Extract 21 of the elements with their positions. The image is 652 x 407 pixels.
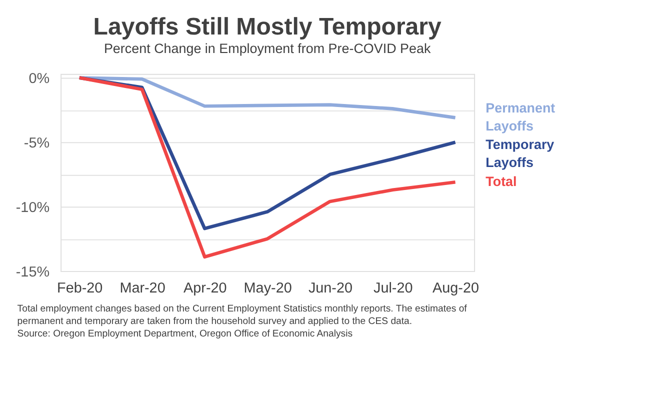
chart-subtitle: Percent Change in Employment from Pre-COVID Peak (104, 40, 431, 56)
y-tick-label: 0% (28, 71, 50, 88)
x-tick-label: May-20 (244, 280, 292, 297)
x-tick-label: Jul-20 (374, 280, 413, 297)
x-tick-label: Mar-20 (120, 280, 166, 297)
text: Temporary Layoffs (486, 136, 555, 170)
source-note: Source: Oregon Employment Department, Oregon Office of Economic Analysis (17, 328, 353, 340)
y-tick-label: -15% (16, 264, 50, 280)
line-series (78, 76, 457, 120)
text: permanent and temporary are taken from the household survey and applied to the CES data. (17, 316, 412, 327)
text: Total (486, 174, 517, 189)
x-tick-label: Feb-20 (57, 280, 103, 297)
y-tick-label: -5% (24, 135, 50, 152)
text: Permanent Layoffs (486, 100, 556, 134)
x-tick-label: Jun-20 (308, 280, 353, 297)
x-tick-label: Aug-20 (432, 280, 480, 297)
text: Total employment changes based on the Current Employment Statistics monthly reports. The estimates of (17, 303, 468, 314)
chart-title: Layoffs Still Mostly Temporary (93, 14, 442, 40)
line-series (78, 76, 457, 259)
y-tick-label: -10% (16, 200, 50, 216)
x-tick-label: Apr-20 (184, 280, 227, 297)
